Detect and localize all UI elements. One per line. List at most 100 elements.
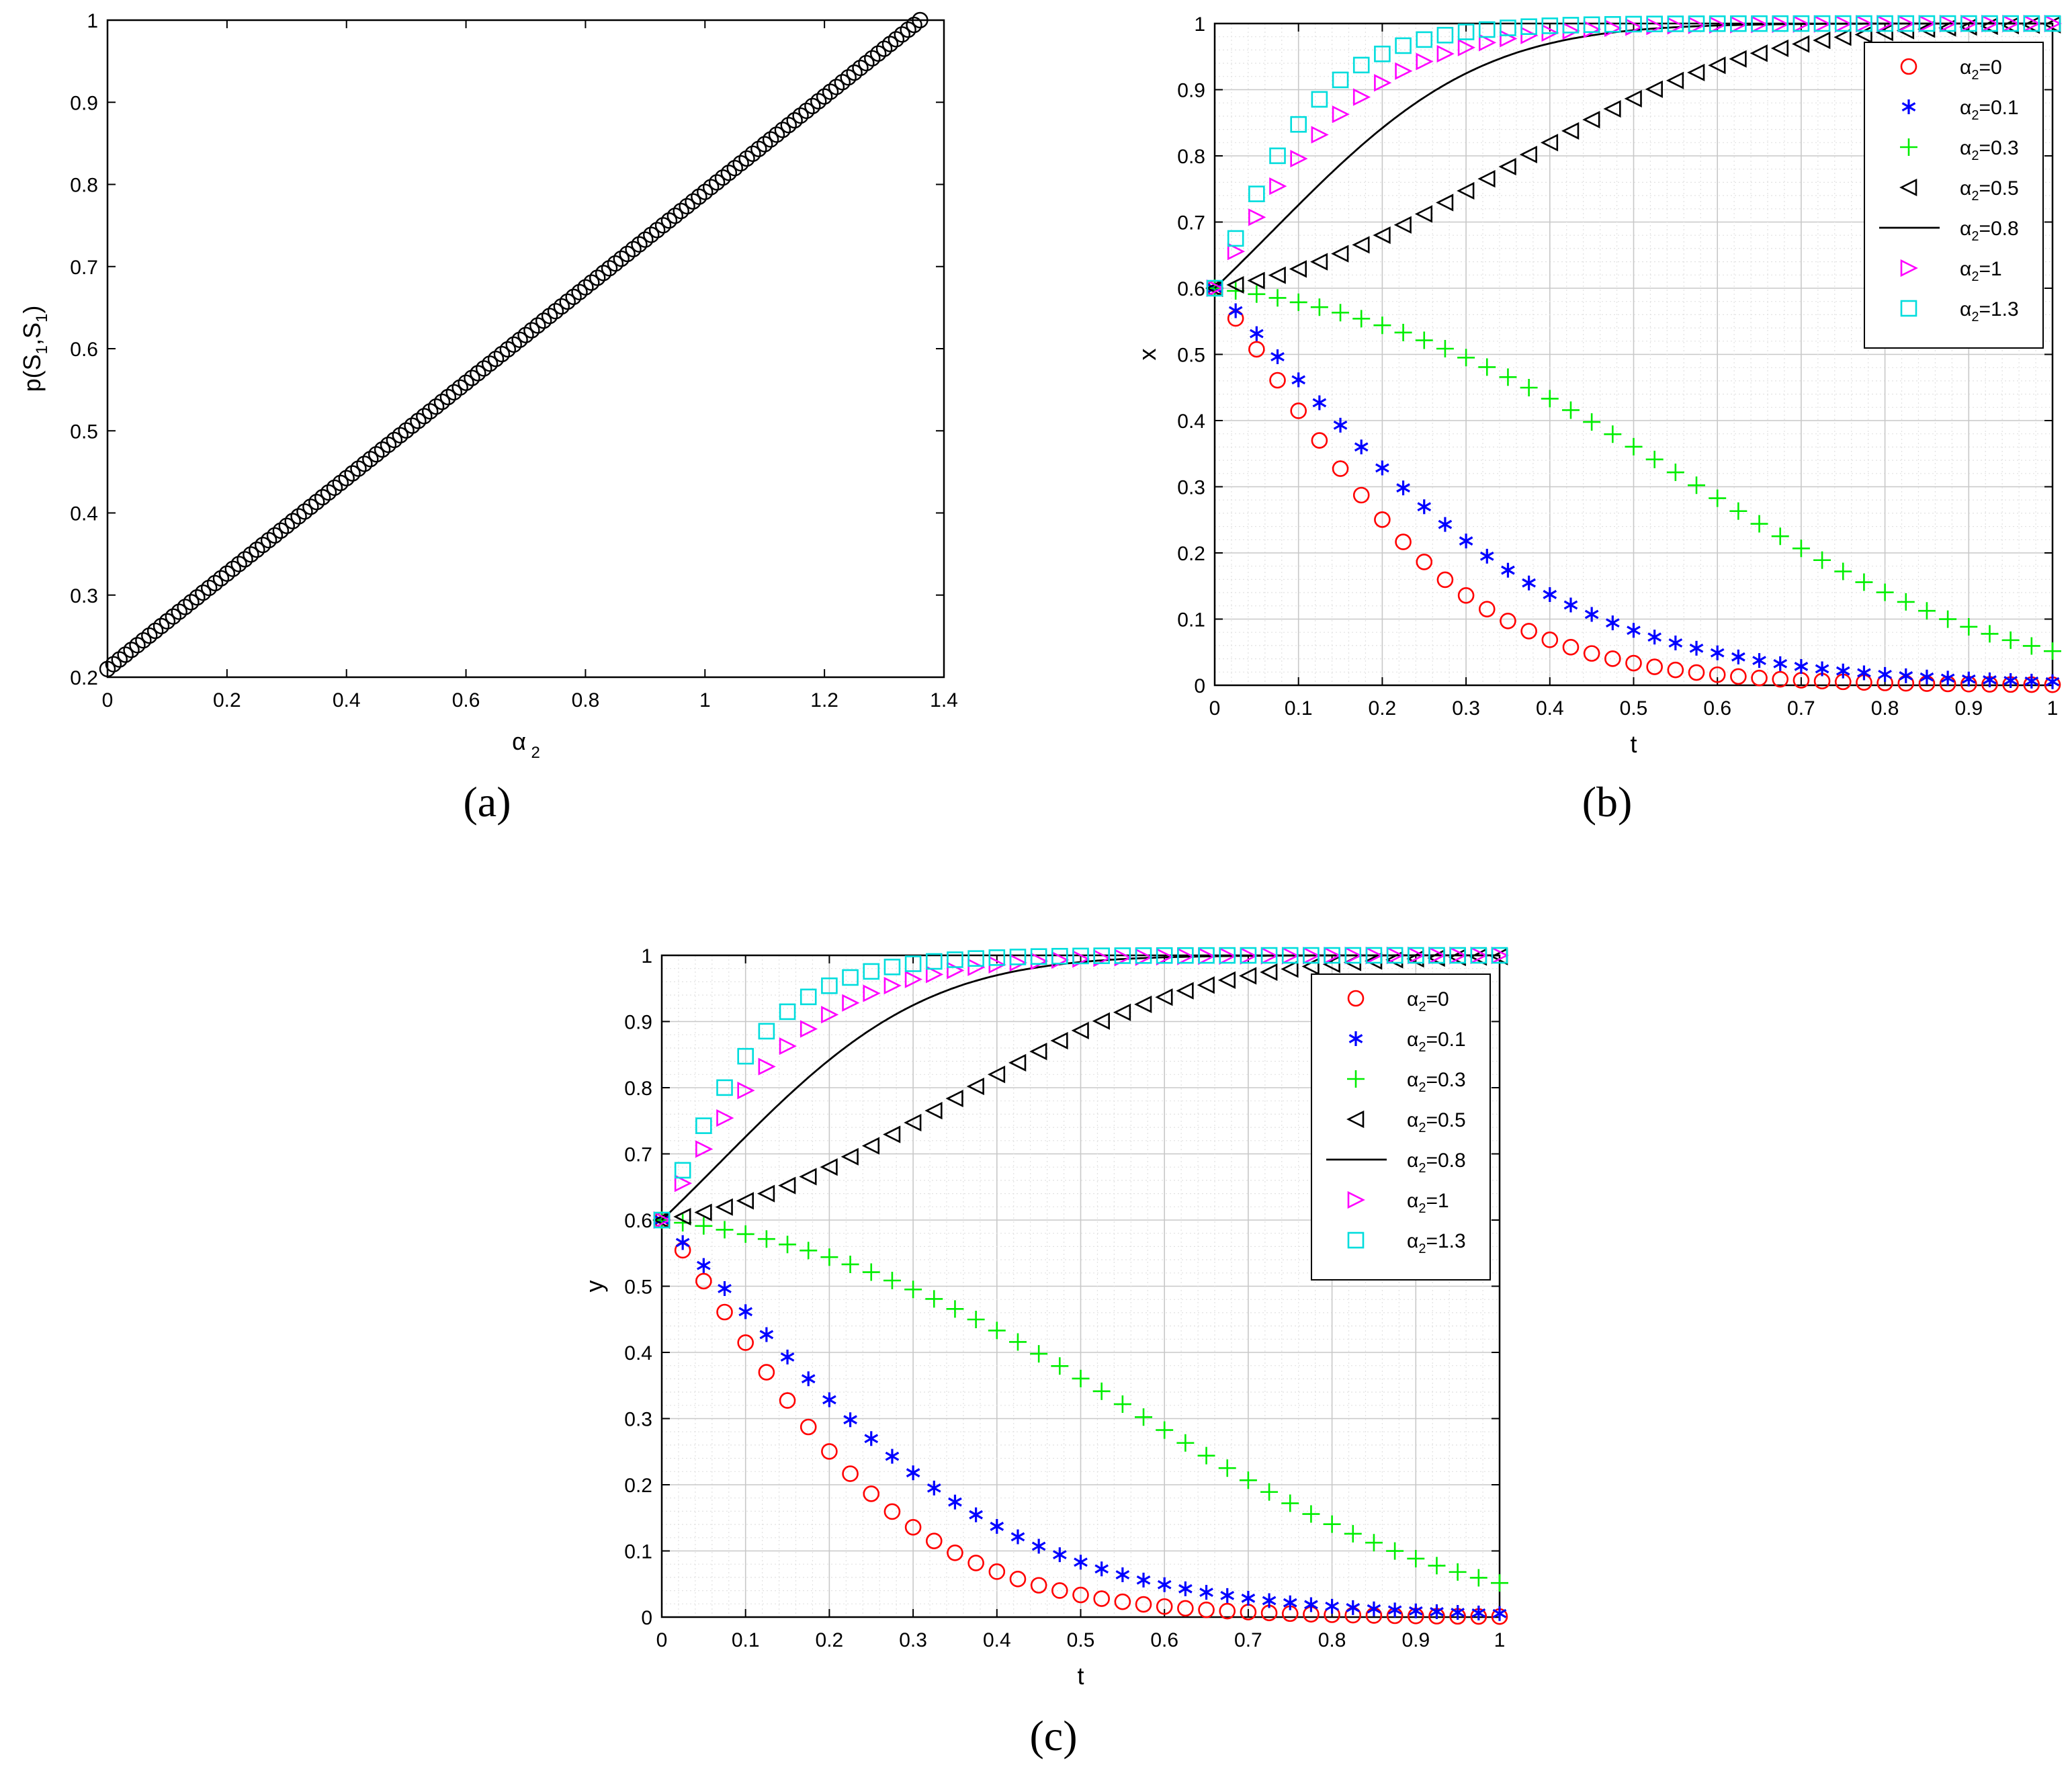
panel-c-legend-value: =1.3 <box>1426 1230 1465 1252</box>
panel-a-point <box>212 570 230 587</box>
panel-c-x-tick-label: 0.6 <box>1150 1629 1178 1651</box>
panel-label-c: (c) <box>1029 1712 1077 1760</box>
panel-c-series-point <box>1093 1590 1110 1607</box>
panel-b-x-tick-label: 0.9 <box>1954 697 1983 720</box>
panel-b-series-point <box>1248 285 1266 303</box>
panel-a-chart: 0 0.2 0.4 0.6 0.8 1 1.2 1.40.20.30.40.50.60.70.… <box>18 10 958 762</box>
panel-b-series-point <box>1500 30 1518 48</box>
panel-b-series-point <box>1729 502 1747 520</box>
panel-c-series-point <box>1451 1605 1465 1620</box>
panel-a-point <box>547 302 564 320</box>
panel-b-series-point <box>1688 664 1705 681</box>
panel-c-series-point <box>821 1006 839 1024</box>
panel-a-y-tick-label: 0.2 <box>70 667 98 689</box>
panel-b-series-point <box>1311 91 1328 108</box>
panel-c-series-point <box>1072 1586 1089 1604</box>
panel-c-legend-label: α2=0 <box>1407 988 1449 1014</box>
panel-a-point <box>738 150 755 167</box>
panel-a-point <box>648 222 666 239</box>
panel-b-series-point <box>1689 640 1704 656</box>
panel-a-point <box>726 159 743 177</box>
panel-c-series-point <box>1302 1505 1320 1523</box>
panel-b-series-point <box>1374 45 1391 62</box>
panel-b-series-point <box>2045 674 2060 689</box>
panel-c-series-point <box>1092 1012 1110 1030</box>
panel-a-point <box>159 613 176 630</box>
panel-a-point <box>828 79 845 95</box>
panel-b-series-point <box>1248 341 1265 358</box>
panel-a-point <box>230 556 247 572</box>
panel-b-series-point <box>1374 74 1392 92</box>
panel-b-series-6 <box>1206 15 2061 297</box>
panel-a-point <box>691 188 707 205</box>
panel-c-y-tick-label: 0 <box>641 1607 652 1629</box>
panel-c-series-point <box>1303 947 1320 964</box>
panel-b-legend-value: =0 <box>1979 56 2001 79</box>
panel-a-y-label-text: p(S1,S1) <box>18 306 51 392</box>
panel-b-series-point <box>1373 316 1391 335</box>
panel-c-series-point <box>988 949 1006 966</box>
panel-a-point <box>422 403 439 420</box>
panel-c-legend-sub: 2 <box>1418 1080 1426 1095</box>
panel-b-series-point <box>1646 658 1663 675</box>
panel-b-series-point <box>1939 15 1956 32</box>
panel-b-y-tick-label: 0.8 <box>1177 146 1205 168</box>
panel-c-legend-value: =0.8 <box>1426 1150 1465 1172</box>
panel-c-series-point <box>1325 1598 1339 1614</box>
panel-a-point <box>571 284 588 300</box>
panel-a-y-tick-label: 0.5 <box>70 421 98 443</box>
panel-c-series-point <box>675 1235 690 1250</box>
panel-c-legend-value: =0.5 <box>1426 1109 1465 1131</box>
panel-b-y-tick-label: 0.4 <box>1177 410 1205 433</box>
panel-a-point <box>153 617 170 635</box>
panel-b-series-point <box>1352 310 1371 328</box>
panel-c-series-point <box>1322 955 1340 973</box>
panel-c-series-point <box>716 1109 734 1127</box>
panel-c-series-point <box>758 1364 775 1381</box>
panel-b-series-point <box>1457 181 1475 200</box>
panel-c-series-point <box>863 984 881 1002</box>
panel-b-series-point <box>1248 208 1266 226</box>
panel-c-series-point <box>1365 947 1383 964</box>
panel-c-series-point <box>799 1168 817 1186</box>
panel-b-legend-label: α2=0.5 <box>1960 177 2019 204</box>
panel-a-point <box>613 250 630 267</box>
panel-a-point <box>141 627 158 644</box>
panel-c-legend-alpha: α <box>1407 1069 1418 1091</box>
panel-a-y-label-part: ,S <box>18 322 46 345</box>
panel-c-series-point <box>1220 1588 1235 1603</box>
panel-b-series-point <box>1436 571 1454 589</box>
panel-b-y-tick-label: 0.3 <box>1177 477 1205 499</box>
panel-a-point <box>541 308 558 324</box>
panel-a-point <box>559 293 576 310</box>
panel-b-series-point <box>1395 62 1413 80</box>
panel-c-legend-label: α2=1 <box>1407 1190 1449 1216</box>
panel-b-series-point <box>1352 486 1370 504</box>
panel-a-point <box>702 179 720 196</box>
panel-b-legend-label: α2=0 <box>1960 56 2002 83</box>
panel-a-point <box>260 531 277 549</box>
panel-c-series-point <box>738 1304 753 1319</box>
panel-b-series-point <box>1792 539 1810 558</box>
panel-b-series-point <box>1876 15 1893 32</box>
panel-c-series-point <box>1156 1421 1174 1439</box>
panel-b-x-tick-label: 0 <box>1209 697 1221 720</box>
panel-b-series-point <box>1520 26 1539 44</box>
panel-b-chart: 0 0.1 0.2 0.3 0.4 0.5 0.6 0.7 0.8 0.9 1 0 0.1 0.2 0.3 0… <box>1133 13 2062 758</box>
panel-c-series-point <box>737 1082 755 1100</box>
panel-b-series-point <box>1289 293 1307 311</box>
panel-c-series-point <box>653 1211 671 1229</box>
panel-c-legend-sub: 2 <box>1418 1040 1426 1055</box>
panel-c-series-point <box>1240 947 1257 964</box>
panel-c-series-point <box>800 1242 818 1260</box>
panel-b-series-point <box>1813 15 1831 32</box>
panel-c-series-point <box>1387 1602 1402 1618</box>
panel-a-point <box>410 413 427 429</box>
panel-c-y-tick-label: 0.6 <box>624 1210 652 1232</box>
panel-b-legend-marker <box>1899 178 1917 197</box>
panel-a-point <box>565 288 582 306</box>
panel-c-series-point <box>1094 1561 1109 1577</box>
panel-b-series-point <box>1751 669 1768 687</box>
panel-b-series-point <box>1667 15 1684 32</box>
panel-a-x-tick-label: 0.4 <box>333 689 361 711</box>
